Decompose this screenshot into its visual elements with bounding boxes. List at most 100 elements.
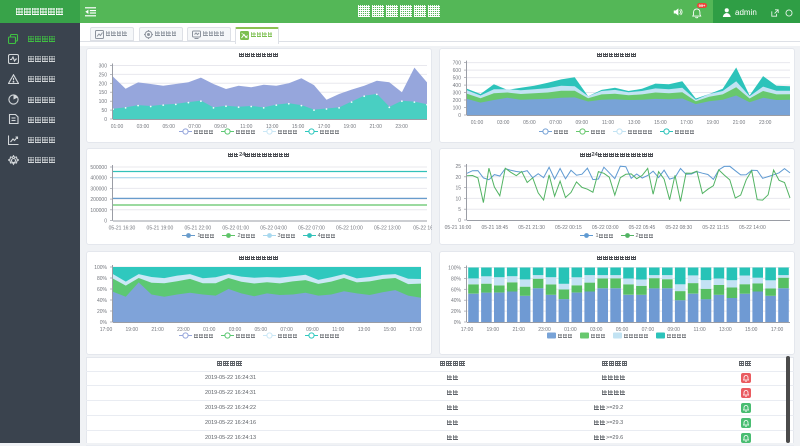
svg-text:250: 250	[99, 72, 108, 78]
svg-text:100: 100	[99, 99, 108, 105]
svg-text:200: 200	[99, 81, 108, 87]
svg-text:15:00: 15:00	[384, 327, 397, 333]
svg-text:13:00: 13:00	[358, 327, 371, 333]
svg-text:01:00: 01:00	[471, 120, 484, 126]
svg-text:19:00: 19:00	[487, 327, 500, 333]
svg-text:20%: 20%	[97, 309, 108, 315]
svg-text:300: 300	[99, 64, 108, 70]
svg-text:05-22 04:00: 05-22 04:00	[260, 226, 287, 232]
svg-text:19:00: 19:00	[344, 124, 357, 130]
svg-text:200: 200	[453, 98, 462, 104]
svg-text:100000: 100000	[90, 208, 107, 214]
svg-text:17:00: 17:00	[409, 327, 422, 333]
svg-text:100: 100	[453, 106, 462, 112]
svg-text:20%: 20%	[451, 309, 462, 315]
svg-text:17:00: 17:00	[100, 327, 113, 333]
svg-text:25: 25	[455, 164, 461, 170]
svg-text:21:00: 21:00	[733, 120, 746, 126]
svg-text:17:00: 17:00	[318, 124, 331, 130]
svg-text:23:00: 23:00	[538, 327, 551, 333]
svg-text:17:00: 17:00	[461, 327, 474, 333]
svg-text:0: 0	[104, 117, 107, 123]
svg-text:200000: 200000	[90, 197, 107, 203]
svg-text:21:00: 21:00	[512, 327, 525, 333]
svg-text:01:00: 01:00	[564, 327, 577, 333]
svg-text:0: 0	[458, 113, 461, 119]
svg-text:150: 150	[99, 90, 108, 96]
svg-text:11:00: 11:00	[332, 327, 344, 333]
svg-text:07:00: 07:00	[642, 327, 655, 333]
svg-text:21:00: 21:00	[151, 327, 164, 333]
svg-text:40%: 40%	[97, 298, 108, 304]
svg-text:15:00: 15:00	[292, 124, 305, 130]
svg-text:03:00: 03:00	[137, 124, 150, 130]
svg-text:11:00: 11:00	[240, 124, 252, 130]
svg-text:05-21 19:00: 05-21 19:00	[147, 226, 174, 232]
svg-text:05-22 14:00: 05-22 14:00	[739, 225, 766, 231]
svg-text:23:00: 23:00	[395, 124, 408, 130]
svg-text:5: 5	[458, 207, 461, 213]
svg-text:17:00: 17:00	[680, 120, 693, 126]
svg-text:07:00: 07:00	[188, 124, 201, 130]
svg-text:05-22 13:00: 05-22 13:00	[374, 226, 401, 232]
svg-text:21:00: 21:00	[369, 124, 382, 130]
svg-text:03:00: 03:00	[229, 327, 242, 333]
svg-text:19:00: 19:00	[707, 120, 720, 126]
svg-text:23:00: 23:00	[759, 120, 772, 126]
svg-text:05-21 21:30: 05-21 21:30	[518, 225, 545, 231]
svg-text:07:00: 07:00	[280, 327, 293, 333]
svg-text:05-21 22:00: 05-21 22:00	[184, 226, 211, 232]
svg-text:50: 50	[101, 108, 107, 114]
svg-text:11:00: 11:00	[694, 327, 706, 333]
svg-text:03:00: 03:00	[590, 327, 603, 333]
svg-text:05-22 01:00: 05-22 01:00	[222, 226, 249, 232]
svg-text:05:00: 05:00	[616, 327, 629, 333]
svg-text:11:00: 11:00	[602, 120, 614, 126]
svg-text:0: 0	[458, 218, 461, 224]
svg-text:0%: 0%	[100, 320, 108, 326]
svg-text:05-22 00:15: 05-22 00:15	[555, 225, 582, 231]
svg-text:100%: 100%	[448, 266, 461, 272]
svg-text:05-21 16:30: 05-21 16:30	[109, 226, 136, 232]
svg-text:80%: 80%	[97, 276, 108, 282]
svg-text:23:00: 23:00	[177, 327, 190, 333]
svg-text:05-22 03:00: 05-22 03:00	[592, 225, 619, 231]
svg-text:05-22 16:0: 05-22 16:0	[413, 226, 432, 232]
svg-text:20: 20	[455, 175, 461, 181]
svg-text:400: 400	[453, 83, 462, 89]
svg-text:60%: 60%	[451, 287, 462, 293]
svg-text:09:00: 09:00	[306, 327, 319, 333]
svg-text:05-22 05:45: 05-22 05:45	[629, 225, 656, 231]
svg-text:19:00: 19:00	[126, 327, 139, 333]
svg-text:100%: 100%	[94, 265, 107, 271]
svg-text:13:00: 13:00	[628, 120, 641, 126]
svg-text:05-21 18:45: 05-21 18:45	[481, 225, 508, 231]
svg-text:09:00: 09:00	[667, 327, 680, 333]
svg-text:0%: 0%	[454, 320, 462, 326]
svg-text:05-21 16:00: 05-21 16:00	[445, 225, 472, 231]
svg-text:15:00: 15:00	[745, 327, 758, 333]
svg-text:05-22 11:15: 05-22 11:15	[702, 225, 729, 231]
svg-text:13:00: 13:00	[719, 327, 732, 333]
svg-text:13:00: 13:00	[266, 124, 279, 130]
svg-text:40%: 40%	[451, 298, 462, 304]
svg-text:600: 600	[453, 68, 462, 74]
svg-text:05:00: 05:00	[255, 327, 268, 333]
svg-text:300000: 300000	[90, 186, 107, 192]
svg-text:700: 700	[453, 61, 462, 67]
svg-text:01:00: 01:00	[111, 124, 124, 130]
svg-text:03:00: 03:00	[497, 120, 510, 126]
svg-text:15:00: 15:00	[654, 120, 667, 126]
svg-text:09:00: 09:00	[576, 120, 589, 126]
svg-text:300: 300	[453, 91, 462, 97]
svg-text:05:00: 05:00	[523, 120, 536, 126]
svg-text:05-22 08:30: 05-22 08:30	[665, 225, 692, 231]
svg-text:01:00: 01:00	[203, 327, 216, 333]
svg-text:80%: 80%	[451, 276, 462, 282]
svg-text:400000: 400000	[90, 176, 107, 182]
svg-text:07:00: 07:00	[549, 120, 562, 126]
svg-text:05-22 10:00: 05-22 10:00	[336, 226, 363, 232]
svg-text:0: 0	[104, 219, 107, 225]
svg-text:10: 10	[455, 196, 461, 202]
svg-text:60%: 60%	[97, 287, 108, 293]
